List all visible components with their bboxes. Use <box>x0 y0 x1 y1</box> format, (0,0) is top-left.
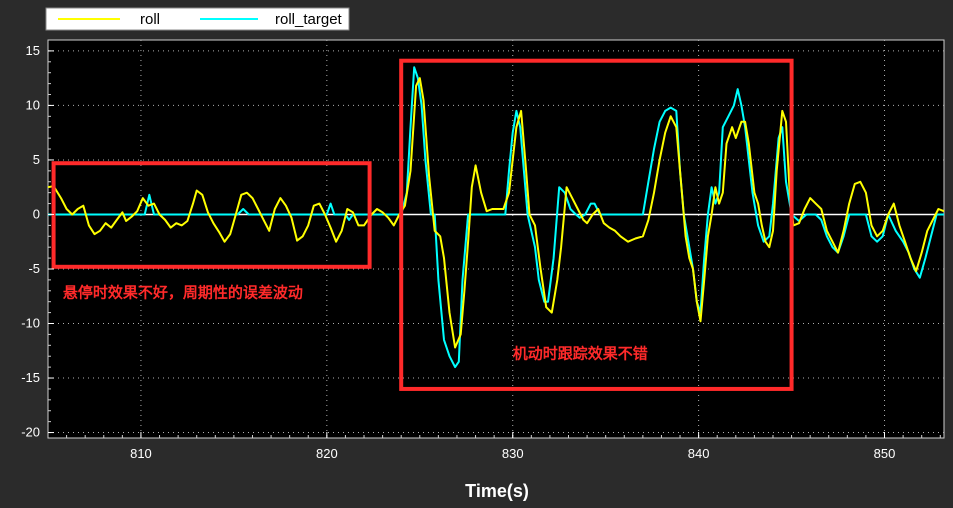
y-tick-label: 5 <box>33 152 40 167</box>
y-tick-label: 10 <box>26 97 40 112</box>
legend-box <box>45 7 350 31</box>
x-tick-label: 840 <box>688 446 710 461</box>
x-tick-label: 820 <box>316 446 338 461</box>
series-layer <box>47 66 945 369</box>
annotation-box-1 <box>51 161 372 269</box>
x-axis-label: Time(s) <box>465 481 529 501</box>
series-line-roll <box>47 77 945 349</box>
legend-label-roll-target: roll_target <box>275 11 343 28</box>
y-tick-label: -5 <box>28 261 40 276</box>
y-axis-ticks: 15 10 5 0 -5 -10 -15 -20 <box>21 43 54 440</box>
x-axis-ticks: 810 820 830 840 850 <box>66 432 941 461</box>
annotation-box-2 <box>399 58 794 391</box>
y-tick-label: -10 <box>21 316 40 331</box>
x-tick-label: 830 <box>502 446 524 461</box>
legend: roll roll_target <box>45 7 350 31</box>
annotation-label-1: 悬停时效果不好，周期性的误差波动 <box>63 283 303 301</box>
legend-label-roll: roll <box>140 11 160 28</box>
x-tick-label: 810 <box>130 446 152 461</box>
y-tick-label: 0 <box>33 206 40 221</box>
y-tick-label: -15 <box>21 370 40 385</box>
y-tick-label: -20 <box>21 425 40 440</box>
plot-area <box>47 39 945 439</box>
y-tick-label: 15 <box>26 43 40 58</box>
series-line-roll-target <box>48 66 944 369</box>
annotation-label-2: 机动时跟踪效果不错 <box>513 344 648 362</box>
x-tick-label: 850 <box>874 446 896 461</box>
